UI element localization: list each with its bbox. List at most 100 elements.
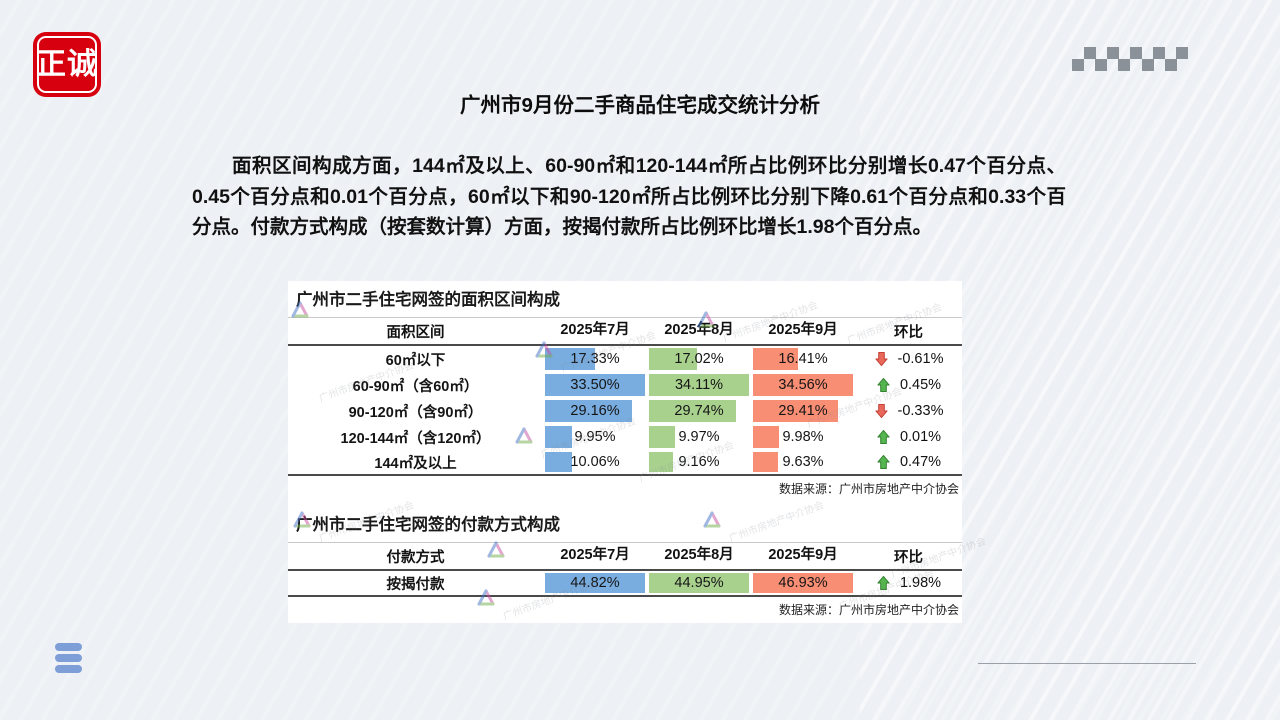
- row-label: 120-144㎡（含120㎡）: [340, 430, 491, 447]
- data-bar: [649, 374, 749, 396]
- column-header: 面积区间: [386, 324, 445, 341]
- value-cell: 33.50%: [543, 372, 647, 398]
- mom-value: -0.33%: [897, 403, 944, 419]
- hamburger-icon: [55, 643, 82, 676]
- data-bar: [545, 452, 573, 472]
- row-label: 60-90㎡（含60㎡）: [352, 378, 479, 395]
- data-bar: [649, 348, 697, 370]
- mom-value: 0.47%: [899, 454, 942, 470]
- value-cell: 9.95%: [543, 424, 647, 450]
- company-logo: 正诚: [33, 32, 101, 97]
- mom-cell: 1.98%: [855, 575, 962, 591]
- table1-source: 数据来源：广州市房地产中介协会: [778, 482, 959, 496]
- value-text: 29.41%: [778, 403, 828, 419]
- value-text: 9.98%: [782, 429, 824, 445]
- data-bar: [545, 374, 645, 396]
- table-row: 60-90㎡（含60㎡） 33.50% 34.11% 34.56% 0.45%: [288, 372, 962, 398]
- data-bar: [753, 400, 838, 422]
- data-bar: [753, 452, 778, 472]
- value-text: 34.56%: [778, 377, 828, 393]
- value-cell: 34.56%: [751, 372, 855, 398]
- column-header: 环比: [894, 549, 923, 566]
- data-bar: [753, 374, 853, 396]
- value-cell: 17.02%: [647, 346, 751, 372]
- table-row: 60㎡以下 17.33% 17.02% 16.41% -0.61%: [288, 346, 962, 372]
- column-header: 2025年9月: [768, 322, 838, 338]
- column-header: 2025年7月: [560, 322, 630, 338]
- table2-title: 广州市二手住宅网签的付款方式构成: [296, 516, 560, 534]
- value-cell: 44.82%: [543, 571, 647, 595]
- value-cell: 10.06%: [543, 450, 647, 474]
- value-text: 44.95%: [674, 575, 724, 591]
- mom-cell: 0.45%: [855, 377, 962, 393]
- checker-square: [1072, 59, 1084, 71]
- checker-square: [1141, 59, 1154, 71]
- row-label: 144㎡及以上: [374, 455, 457, 472]
- value-text: 16.41%: [778, 351, 828, 367]
- mom-cell: 0.47%: [855, 454, 962, 470]
- value-text: 29.74%: [674, 403, 724, 419]
- table-row: 120-144㎡（含120㎡） 9.95% 9.97% 9.98% 0.01%: [288, 424, 962, 450]
- value-cell: 17.33%: [543, 346, 647, 372]
- logo-text: 正诚: [36, 47, 98, 81]
- value-cell: 9.63%: [751, 450, 855, 474]
- arrow-up-icon: [877, 454, 890, 470]
- value-cell: 29.74%: [647, 398, 751, 424]
- mom-cell: -0.61%: [855, 351, 962, 367]
- value-text: 44.82%: [570, 575, 620, 591]
- page-title: 广州市9月份二手商品住宅成交统计分析: [460, 94, 820, 117]
- data-bar: [649, 573, 749, 593]
- data-bar: [545, 400, 632, 422]
- hamburger-bar: [55, 643, 82, 651]
- footer-divider-line: [978, 663, 1196, 664]
- statistics-panel: 广州市房地产中介协会 广州市房地产中介协会 广州市房地产中介协会 广州市房地产中介协会…: [288, 281, 988, 623]
- logo-inner-ring: [37, 36, 97, 93]
- value-text: 9.97%: [678, 429, 720, 445]
- checker-square: [1106, 47, 1119, 59]
- value-cell: 29.16%: [543, 398, 647, 424]
- row-label: 90-120㎡（含90㎡）: [348, 404, 483, 421]
- data-bar: [545, 426, 572, 448]
- value-text: 9.63%: [782, 454, 824, 470]
- arrow-up-icon: [877, 575, 890, 591]
- data-bar: [649, 426, 676, 448]
- checker-square: [1118, 59, 1131, 71]
- value-text: 46.93%: [778, 575, 828, 591]
- data-bar: [545, 573, 645, 593]
- checker-square: [1153, 47, 1166, 59]
- data-bar: [649, 400, 736, 422]
- arrow-down-icon: [874, 403, 888, 419]
- data-bar: [753, 348, 799, 370]
- table-header-row: 面积区间 2025年7月 2025年8月 2025年9月 环比: [288, 317, 962, 346]
- value-cell: 9.16%: [647, 450, 751, 474]
- mom-cell: 0.01%: [855, 429, 962, 445]
- column-header: 2025年8月: [664, 547, 734, 563]
- column-header: 2025年9月: [768, 547, 838, 563]
- mom-value: 1.98%: [899, 575, 942, 591]
- value-cell: 29.41%: [751, 398, 855, 424]
- value-text: 17.33%: [570, 351, 620, 367]
- column-header: 环比: [894, 324, 923, 341]
- value-text: 33.50%: [570, 377, 620, 393]
- row-label: 按揭付款: [386, 576, 445, 593]
- summary-paragraph: 面积区间构成方面，144㎡及以上、60-90㎡和120-144㎡所占比例环比分别…: [192, 155, 1066, 238]
- table-row: 144㎡及以上 10.06% 9.16% 9.63% 0.47%: [288, 450, 962, 476]
- row-label: 60㎡以下: [385, 352, 446, 369]
- value-cell: 16.41%: [751, 346, 855, 372]
- column-header: 2025年7月: [560, 547, 630, 563]
- data-bar: [753, 573, 853, 593]
- table-header-row: 付款方式 2025年7月 2025年8月 2025年9月 环比: [288, 542, 962, 571]
- table-row: 90-120㎡（含90㎡） 29.16% 29.74% 29.41% -0.33%: [288, 398, 962, 424]
- value-text: 17.02%: [674, 351, 724, 367]
- arrow-up-icon: [877, 377, 890, 393]
- checker-square: [1095, 59, 1108, 71]
- value-cell: 34.11%: [647, 372, 751, 398]
- mom-cell: -0.33%: [855, 403, 962, 419]
- mom-value: 0.01%: [899, 429, 942, 445]
- data-bar: [545, 348, 595, 370]
- checker-pattern-icon: [1072, 47, 1194, 71]
- data-bar: [753, 426, 780, 448]
- value-text: 9.16%: [678, 454, 720, 470]
- value-text: 9.95%: [574, 429, 616, 445]
- arrow-down-icon: [874, 351, 888, 367]
